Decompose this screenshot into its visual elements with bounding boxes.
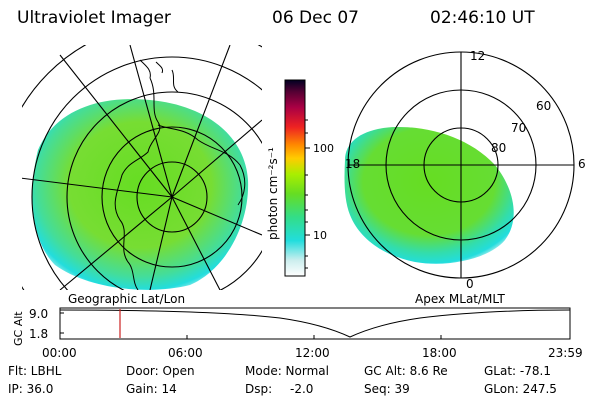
meridian-4 [171, 45, 231, 198]
info-ip: IP: 36.0 [8, 382, 54, 396]
gc-alt-plot-frame [59, 307, 571, 340]
mlt-label-0: 0 [466, 277, 474, 291]
apex-map: 12 18 6 0 60 70 80 [344, 49, 586, 291]
geographic-map [22, 45, 262, 290]
mlat-label-70: 70 [511, 121, 526, 135]
right-aurora-region [344, 126, 514, 264]
mlt-label-12: 12 [470, 49, 485, 63]
meridian-9 [59, 196, 173, 290]
time-label: 02:46:10 UT [430, 8, 535, 28]
colorbar [284, 79, 306, 277]
info-door: Door: Open [126, 364, 195, 378]
left-map-label: Geographic Lat/Lon [68, 292, 186, 306]
gc-alt-ytick-9: 9.0 [29, 307, 48, 321]
info-dsp-value: -2.0 [290, 382, 314, 396]
coastline [114, 59, 246, 290]
gc-alt-curve [59, 309, 571, 338]
right-map-label: Apex MLat/MLT [415, 292, 505, 306]
colorbar-unit-label: photon cm⁻²s⁻¹ [266, 147, 280, 240]
info-glon: GLon: 247.5 [484, 382, 557, 396]
mlat-label-60: 60 [536, 99, 551, 113]
coastline-island [155, 61, 163, 74]
gc-alt-ylabel: GC Alt [12, 311, 25, 346]
meridian-2 [59, 54, 173, 198]
info-glat: GLat: -78.1 [484, 364, 551, 378]
colorbar-ticks [305, 119, 310, 269]
gc-alt-ytick-1.8: 1.8 [29, 327, 48, 341]
mlt-label-6: 6 [578, 157, 586, 171]
info-flt: Flt: LBHL [8, 364, 62, 378]
info-gc-alt: GC Alt: 8.6 Re [364, 364, 448, 378]
colorbar-tick-100: 100 [313, 142, 334, 155]
meridian-1 [22, 177, 173, 198]
gc-alt-xtick-18: 18:00 [422, 346, 457, 360]
meridian-6 [171, 196, 262, 236]
info-mode: Mode: Normal [245, 364, 329, 378]
gc-alt-xtick-0: 00:00 [42, 346, 77, 360]
instrument-title: Ultraviolet Imager [17, 8, 171, 28]
lat-circle-1 [136, 161, 208, 233]
info-dsp-label: Dsp: [245, 382, 273, 396]
mlat-label-80: 80 [491, 141, 506, 155]
left-aurora-region [32, 99, 249, 290]
lat-circle-4 [31, 56, 262, 290]
meridian-5 [171, 119, 262, 198]
info-seq: Seq: 39 [364, 382, 410, 396]
lat-circle-3 [66, 91, 262, 290]
colorbar-tick-10: 10 [313, 229, 327, 242]
mlt-label-18: 18 [345, 157, 360, 171]
meridian-3 [129, 45, 173, 198]
gc-alt-xtick-12: 12:00 [295, 346, 330, 360]
gc-alt-xtick-6: 06:00 [168, 346, 203, 360]
date-label: 06 Dec 07 [272, 8, 359, 28]
gc-alt-xtick-end: 23:59 [548, 346, 583, 360]
meridian-7 [171, 196, 221, 290]
gc-alt-plot: GC Alt 9.0 1.8 00:00 06:00 12:00 18:00 2… [12, 307, 583, 360]
meridian-8 [149, 196, 173, 290]
info-gain: Gain: 14 [126, 382, 177, 396]
